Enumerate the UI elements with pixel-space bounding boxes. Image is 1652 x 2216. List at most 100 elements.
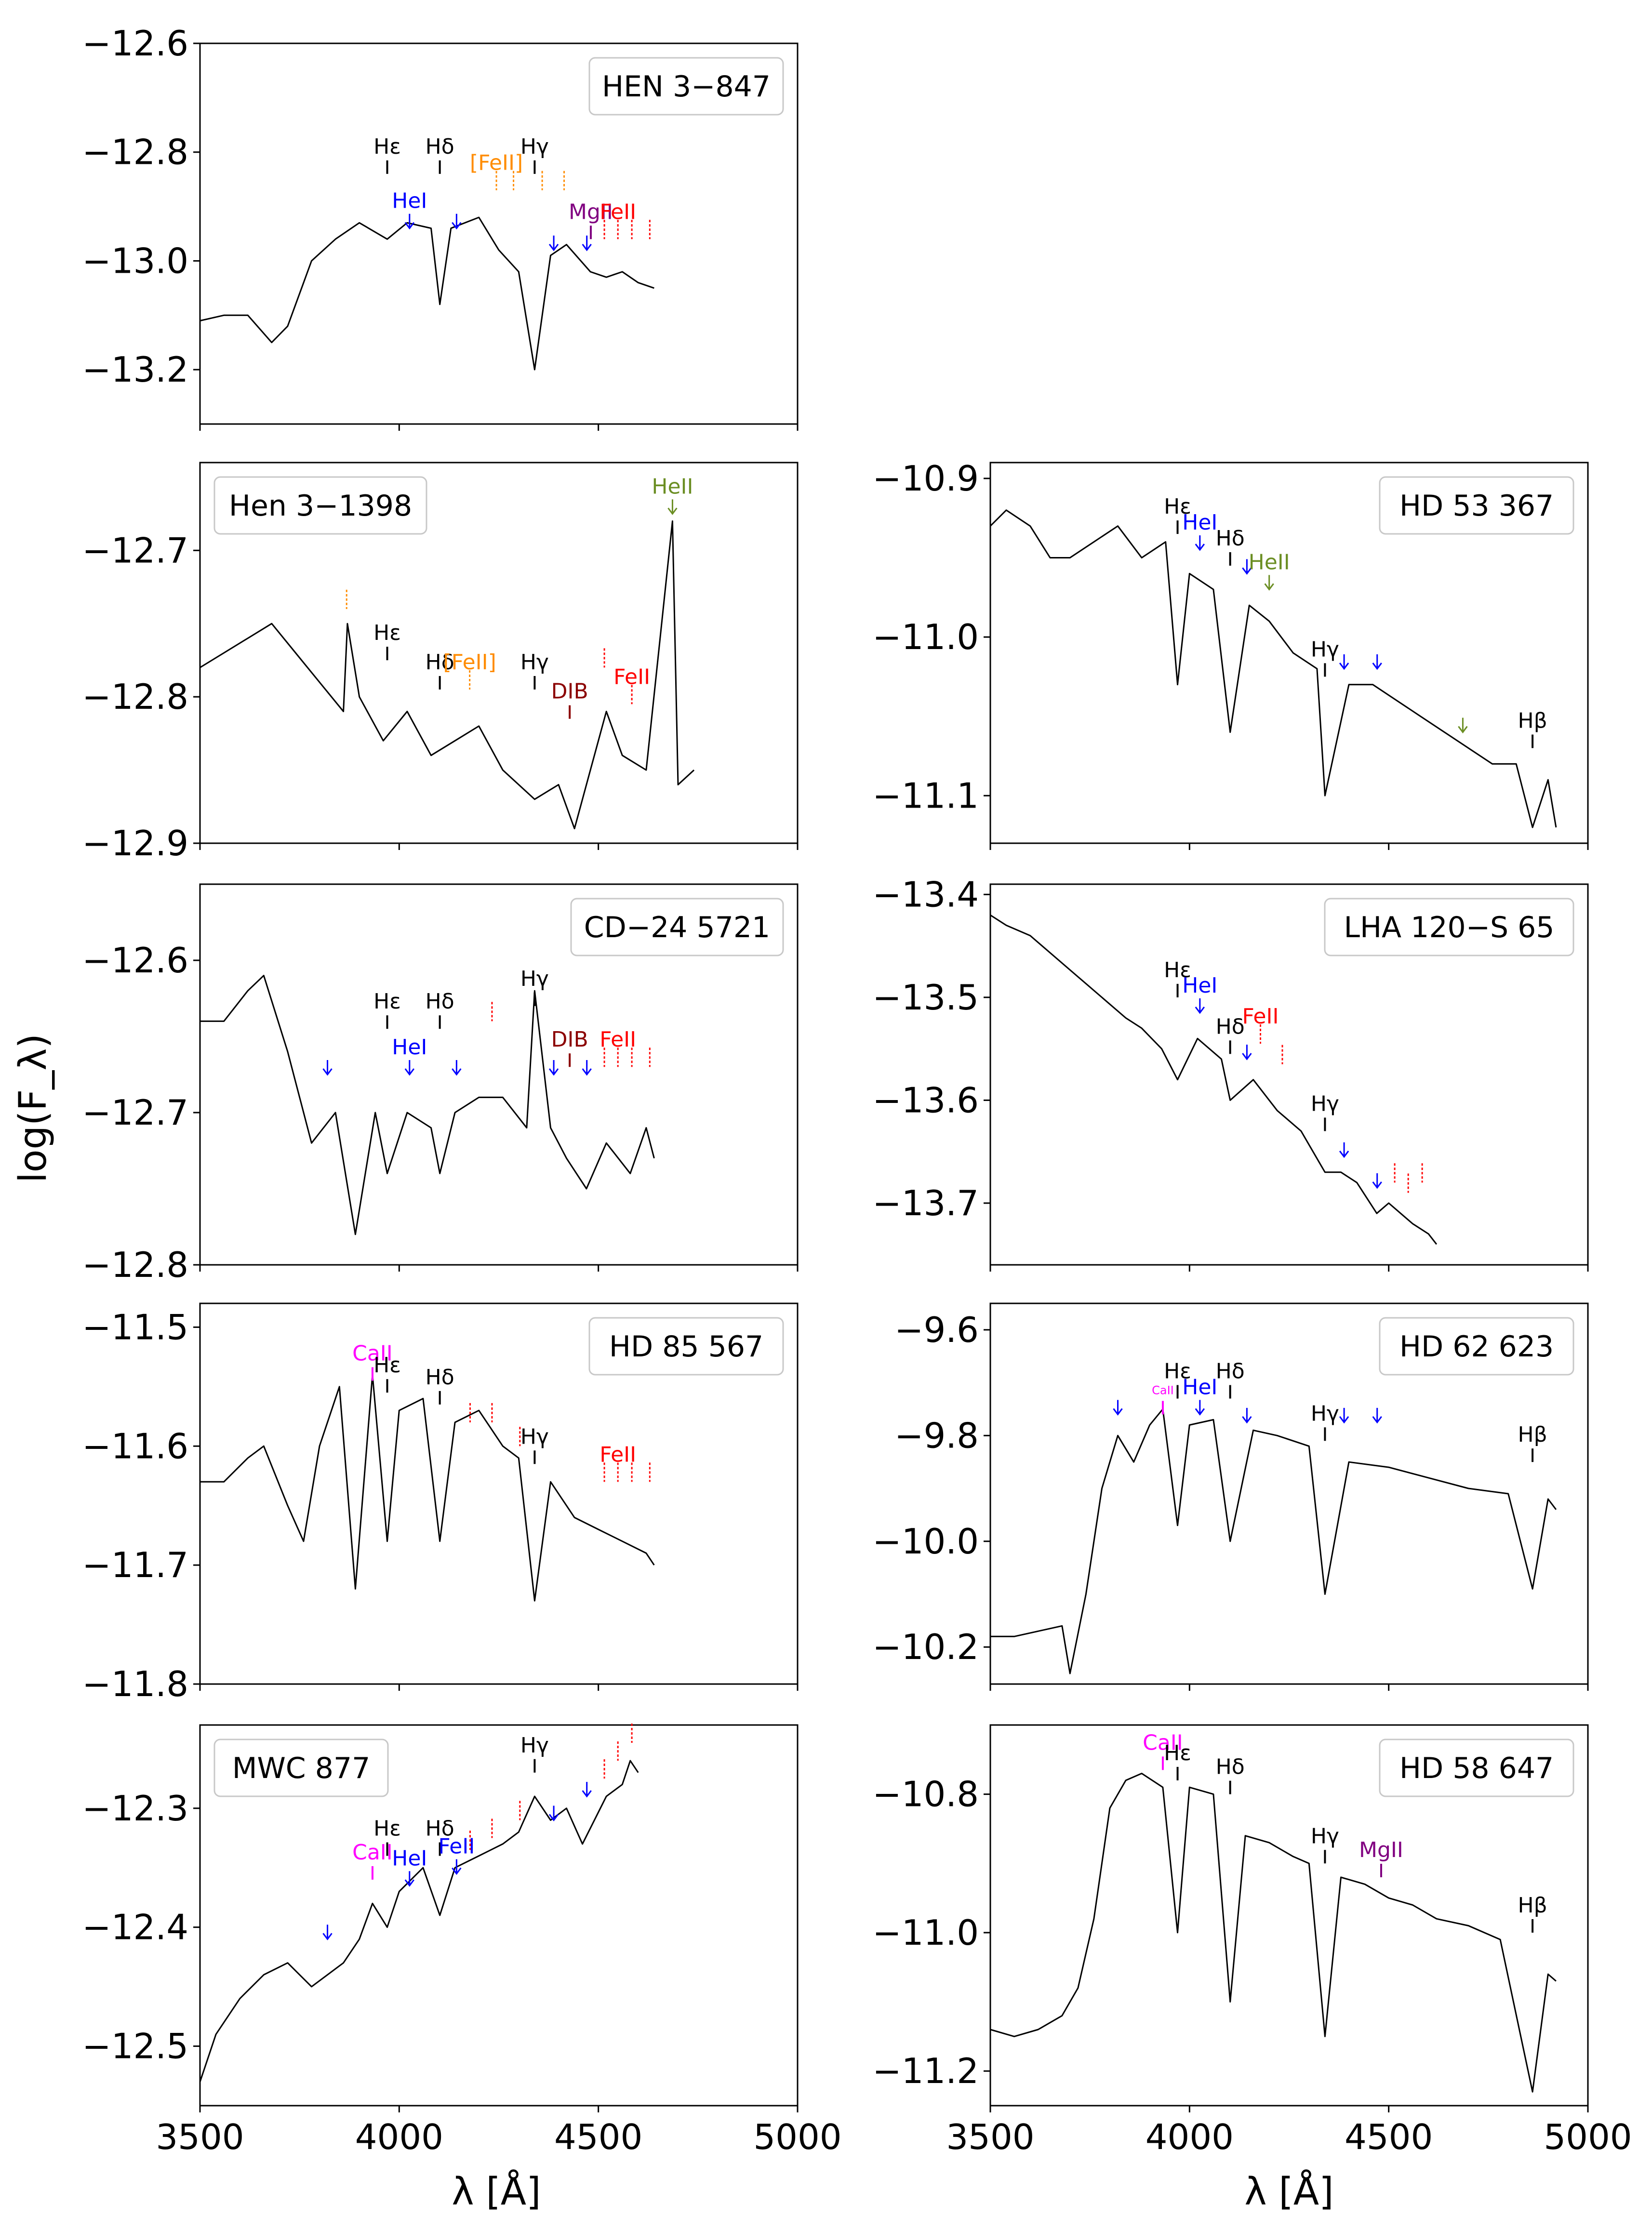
spectrum-line bbox=[989, 509, 1557, 828]
line-id-label: DIB bbox=[551, 679, 588, 704]
y-tick-label: −11.2 bbox=[872, 2051, 979, 2091]
y-tick-label: −11.5 bbox=[82, 1307, 188, 1347]
line-marker-arrowhead bbox=[1458, 726, 1468, 734]
line-marker-arrowhead bbox=[1195, 1408, 1205, 1416]
line-id-label: FeII bbox=[438, 1834, 475, 1859]
y-axis-label: log(F_λ) bbox=[12, 1034, 55, 1183]
panel-hen3-1398: −12.7 −12.8 −12.9 Hen 3−1398 Hε Hδ[FeII] HγDIB… bbox=[82, 462, 799, 863]
axes-frame bbox=[199, 1302, 799, 1685]
line-id-label: Hγ bbox=[520, 650, 549, 675]
line-id-label: MgII bbox=[569, 199, 613, 224]
line-marker-arrowhead bbox=[322, 1933, 333, 1940]
axes-frame bbox=[199, 883, 799, 1266]
line-marker-arrowhead bbox=[582, 1790, 592, 1798]
star-label-box bbox=[213, 476, 427, 535]
axes-frame bbox=[989, 1302, 1589, 1685]
panel-mwc877: −12.3 −12.4 −12.5 3500 4000 4500 5000 MWC 877 Ca… bbox=[82, 1724, 842, 2157]
y-tick-label: −13.5 bbox=[872, 977, 979, 1018]
y-tick-label: −12.6 bbox=[82, 23, 188, 64]
y-tick-label: −11.0 bbox=[872, 1912, 979, 1953]
x-axis-label-right: λ [Å] bbox=[1244, 2169, 1333, 2214]
line-id-label: Hε bbox=[373, 1817, 401, 1841]
y-tick-label: −12.3 bbox=[82, 1788, 188, 1829]
line-marker-arrowhead bbox=[667, 507, 678, 515]
star-label-box bbox=[1324, 898, 1574, 956]
axes-frame bbox=[199, 42, 799, 425]
line-id-label: Hβ bbox=[1518, 1893, 1547, 1918]
line-id-label: HeI bbox=[392, 189, 427, 213]
panels: −12.6 −12.8 −13.0 −13.2 HEN 3−847 Hε Hδ Hγ HeI [F… bbox=[82, 23, 1632, 2157]
line-marker-arrowhead bbox=[404, 222, 415, 230]
spectrum-line bbox=[200, 216, 654, 371]
y-tick-label: −11.8 bbox=[82, 1664, 188, 1704]
line-id-label: Hδ bbox=[1216, 1359, 1245, 1384]
line-marker-arrowhead bbox=[404, 1879, 415, 1887]
x-tick-label: 5000 bbox=[753, 2117, 841, 2157]
line-id-label: Hε bbox=[1164, 1359, 1191, 1384]
line-id-label: Hδ bbox=[426, 1817, 454, 1841]
y-tick-label: −13.4 bbox=[872, 874, 979, 915]
y-tick-label: −11.1 bbox=[872, 775, 979, 816]
star-label: HD 62 623 bbox=[1399, 1330, 1554, 1364]
line-id-label: Hε bbox=[373, 1353, 401, 1378]
y-tick-label: −12.8 bbox=[82, 677, 188, 717]
line-id-label: Hγ bbox=[520, 967, 549, 991]
star-label: LHA 120−S 65 bbox=[1344, 911, 1555, 944]
y-tick-label: −12.8 bbox=[82, 1245, 188, 1285]
x-tick-label: 4500 bbox=[1345, 2117, 1433, 2157]
line-marker-arrowhead bbox=[1264, 583, 1274, 591]
y-tick-label: −11.6 bbox=[82, 1426, 188, 1466]
panel-hd58647: −10.8 −11.0 −11.2 3500 4000 4500 5000 HD 58 647… bbox=[872, 1724, 1632, 2157]
line-id-label: FeII bbox=[600, 1442, 636, 1467]
spectrum-line bbox=[200, 975, 655, 1235]
y-tick-label: −13.6 bbox=[872, 1080, 979, 1120]
x-tick-label: 4500 bbox=[554, 2117, 642, 2157]
line-id-label: Hε bbox=[373, 134, 401, 159]
line-id-label: Hγ bbox=[520, 134, 549, 159]
y-tick-label: −11.7 bbox=[82, 1545, 188, 1585]
star-label: HD 53 367 bbox=[1399, 489, 1554, 523]
star-label-box bbox=[588, 1317, 784, 1376]
y-tick-label: −12.7 bbox=[82, 530, 188, 571]
line-id-label: Hε bbox=[373, 989, 401, 1014]
line-id-label: HeI bbox=[1182, 510, 1217, 535]
line-marker-arrowhead bbox=[452, 222, 462, 230]
line-id-label: Hβ bbox=[1518, 709, 1547, 733]
line-marker-arrowhead bbox=[1195, 544, 1205, 551]
line-marker-arrowhead bbox=[452, 1867, 462, 1875]
star-label: Hen 3−1398 bbox=[229, 489, 412, 523]
line-id-label: CaII bbox=[352, 1840, 393, 1865]
line-marker-arrowhead bbox=[548, 243, 559, 252]
line-marker-arrowhead bbox=[1113, 1408, 1123, 1416]
y-tick-label: −9.6 bbox=[894, 1310, 979, 1350]
y-tick-label: −12.9 bbox=[82, 823, 188, 863]
y-tick-label: −13.7 bbox=[872, 1183, 979, 1223]
star-label: HD 58 647 bbox=[1399, 1752, 1554, 1785]
line-id-label: [FeII] bbox=[470, 151, 523, 175]
axes-frame bbox=[199, 1724, 799, 2107]
line-marker-arrowhead bbox=[1242, 567, 1252, 575]
line-id-label: CaII bbox=[352, 1341, 393, 1366]
axes-frame bbox=[989, 883, 1589, 1266]
line-id-label: Hδ bbox=[1216, 1014, 1245, 1039]
line-marker-arrowhead bbox=[582, 243, 592, 252]
y-tick-label: −11.0 bbox=[872, 617, 979, 657]
line-id-label: Hδ bbox=[426, 989, 454, 1014]
spectrum-line bbox=[990, 1408, 1557, 1674]
line-id-label: HeI bbox=[392, 1035, 427, 1060]
spectrum-line bbox=[990, 1773, 1557, 2093]
y-tick-label: −13.0 bbox=[82, 240, 188, 281]
line-id-label: FeII bbox=[600, 199, 636, 224]
y-tick-label: −9.8 bbox=[894, 1415, 979, 1456]
line-id-label: DIB bbox=[551, 1027, 588, 1052]
line-id-label: Hε bbox=[1164, 958, 1191, 982]
star-label-box bbox=[1379, 1738, 1574, 1797]
y-tick-label: −12.7 bbox=[82, 1092, 188, 1133]
star-label: HEN 3−847 bbox=[602, 70, 771, 104]
line-marker-arrowhead bbox=[548, 1814, 559, 1821]
y-tick-label: −12.5 bbox=[82, 2026, 188, 2067]
line-id-label: CaII bbox=[1152, 1383, 1174, 1397]
line-marker-arrowhead bbox=[548, 1068, 559, 1076]
